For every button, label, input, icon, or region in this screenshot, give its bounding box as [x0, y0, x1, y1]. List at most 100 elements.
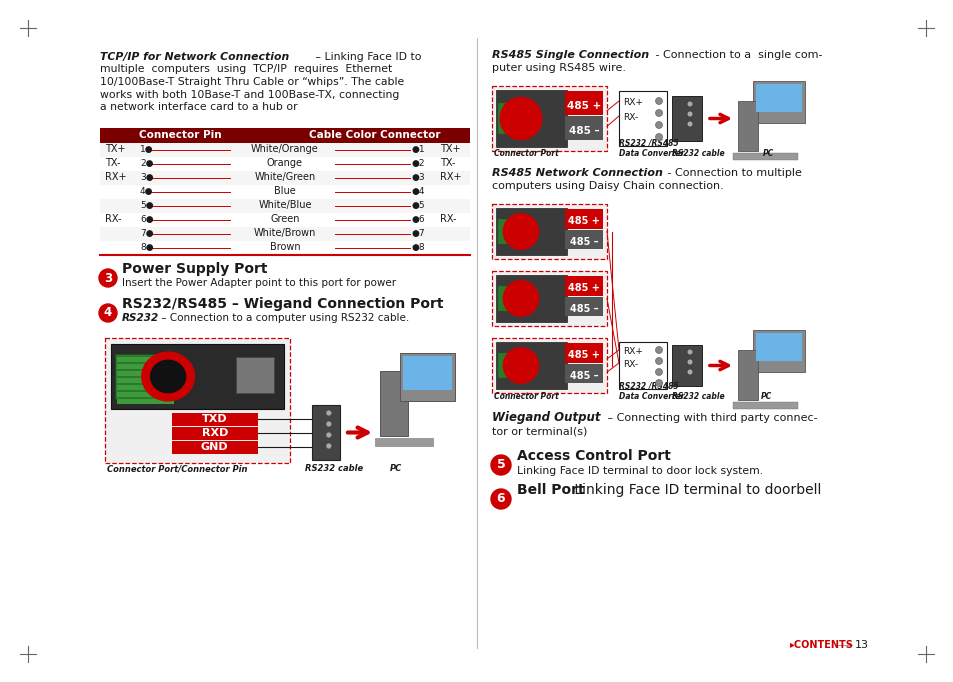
FancyBboxPatch shape	[100, 241, 470, 255]
Text: 485 +: 485 +	[568, 350, 599, 360]
FancyBboxPatch shape	[565, 91, 602, 115]
Text: GND: GND	[201, 442, 229, 452]
Text: ●6: ●6	[412, 215, 425, 224]
FancyBboxPatch shape	[671, 345, 701, 386]
FancyBboxPatch shape	[496, 208, 567, 255]
Circle shape	[655, 134, 661, 140]
Text: Bell Port: Bell Port	[517, 483, 584, 497]
Text: 485 –: 485 –	[569, 303, 598, 314]
Text: - Connection to multiple: - Connection to multiple	[663, 168, 801, 178]
Text: ●8: ●8	[412, 243, 425, 252]
Ellipse shape	[142, 353, 193, 400]
Text: Linking Face ID terminal to door lock system.: Linking Face ID terminal to door lock sy…	[517, 466, 762, 476]
FancyBboxPatch shape	[755, 333, 801, 361]
FancyBboxPatch shape	[117, 392, 173, 397]
FancyBboxPatch shape	[752, 81, 804, 123]
Circle shape	[655, 98, 661, 104]
Text: 6●: 6●	[140, 215, 153, 224]
Circle shape	[687, 102, 692, 106]
Text: Blue: Blue	[274, 186, 295, 196]
FancyBboxPatch shape	[172, 427, 257, 440]
Circle shape	[687, 121, 692, 126]
FancyBboxPatch shape	[732, 402, 797, 409]
Text: PC: PC	[760, 392, 771, 401]
Text: ●7: ●7	[412, 229, 425, 238]
Text: 485 –: 485 –	[568, 126, 598, 136]
Text: RS232 cable: RS232 cable	[671, 392, 724, 401]
FancyBboxPatch shape	[172, 441, 257, 454]
FancyBboxPatch shape	[235, 357, 274, 393]
Text: White/Brown: White/Brown	[253, 228, 315, 238]
Circle shape	[655, 379, 661, 387]
Text: RS232 cable: RS232 cable	[305, 464, 363, 473]
FancyBboxPatch shape	[117, 371, 173, 376]
Text: 8●: 8●	[140, 243, 153, 252]
FancyBboxPatch shape	[492, 271, 606, 326]
FancyBboxPatch shape	[738, 101, 758, 151]
Text: computers using Daisy Chain connection.: computers using Daisy Chain connection.	[492, 181, 723, 191]
Ellipse shape	[503, 281, 538, 316]
Ellipse shape	[503, 213, 538, 250]
Text: RXD: RXD	[201, 428, 228, 438]
Text: RS232 cable: RS232 cable	[671, 149, 724, 158]
FancyBboxPatch shape	[312, 405, 339, 460]
Text: PC: PC	[762, 149, 774, 158]
Text: 3: 3	[104, 271, 112, 284]
Text: 5: 5	[497, 458, 505, 471]
FancyBboxPatch shape	[100, 143, 470, 157]
Text: 2●: 2●	[140, 159, 153, 168]
Text: Connector Port/Connector Pin: Connector Port/Connector Pin	[107, 464, 247, 473]
Text: 4: 4	[104, 306, 112, 319]
Circle shape	[655, 121, 661, 128]
FancyBboxPatch shape	[117, 385, 173, 390]
FancyBboxPatch shape	[565, 364, 602, 383]
Circle shape	[326, 432, 331, 437]
FancyBboxPatch shape	[565, 209, 602, 228]
FancyBboxPatch shape	[117, 378, 173, 383]
Circle shape	[99, 269, 117, 287]
FancyBboxPatch shape	[497, 353, 524, 379]
FancyBboxPatch shape	[565, 230, 602, 250]
Text: ●2: ●2	[412, 159, 425, 168]
Text: tor or terminal(s): tor or terminal(s)	[492, 427, 587, 437]
Text: 6: 6	[497, 492, 505, 505]
Ellipse shape	[499, 98, 541, 140]
Text: 10/100Base-T Straight Thru Cable or “whips”. The cable: 10/100Base-T Straight Thru Cable or “whi…	[100, 77, 404, 87]
FancyBboxPatch shape	[111, 344, 284, 409]
Ellipse shape	[150, 359, 186, 394]
Text: 485 +: 485 +	[568, 283, 599, 293]
Text: RX-: RX-	[622, 113, 638, 122]
Circle shape	[326, 421, 331, 426]
Text: works with both 10Base-T and 100Base-TX, connecting: works with both 10Base-T and 100Base-TX,…	[100, 89, 399, 100]
FancyBboxPatch shape	[492, 338, 606, 393]
FancyBboxPatch shape	[172, 413, 257, 426]
Circle shape	[655, 368, 661, 376]
FancyBboxPatch shape	[755, 84, 801, 112]
FancyBboxPatch shape	[497, 286, 524, 312]
Text: Linking Face ID terminal to doorbell: Linking Face ID terminal to doorbell	[569, 483, 821, 497]
Circle shape	[687, 349, 692, 355]
FancyBboxPatch shape	[115, 354, 175, 399]
Text: 13: 13	[854, 640, 868, 650]
Text: Brown: Brown	[270, 242, 300, 252]
Text: Power Supply Port: Power Supply Port	[122, 262, 267, 276]
Text: TXD: TXD	[202, 414, 228, 424]
Text: TCP/IP for Network Connection: TCP/IP for Network Connection	[100, 52, 289, 62]
Text: RX-: RX-	[622, 360, 638, 369]
Text: 485 +: 485 +	[566, 102, 600, 111]
Text: Cable Color Connector: Cable Color Connector	[309, 130, 440, 140]
Circle shape	[491, 489, 511, 509]
Text: 1●: 1●	[140, 145, 153, 154]
Text: Orange: Orange	[267, 158, 303, 168]
FancyBboxPatch shape	[100, 128, 470, 143]
FancyBboxPatch shape	[565, 116, 602, 140]
FancyBboxPatch shape	[117, 399, 173, 404]
Text: TX-: TX-	[439, 158, 455, 168]
Circle shape	[655, 346, 661, 353]
Text: 4●: 4●	[140, 187, 153, 196]
FancyBboxPatch shape	[496, 90, 567, 147]
Text: Insert the Power Adapter point to this port for power: Insert the Power Adapter point to this p…	[122, 278, 395, 288]
FancyBboxPatch shape	[492, 86, 606, 151]
Text: PC: PC	[390, 464, 402, 473]
Text: White/Orange: White/Orange	[251, 144, 318, 154]
